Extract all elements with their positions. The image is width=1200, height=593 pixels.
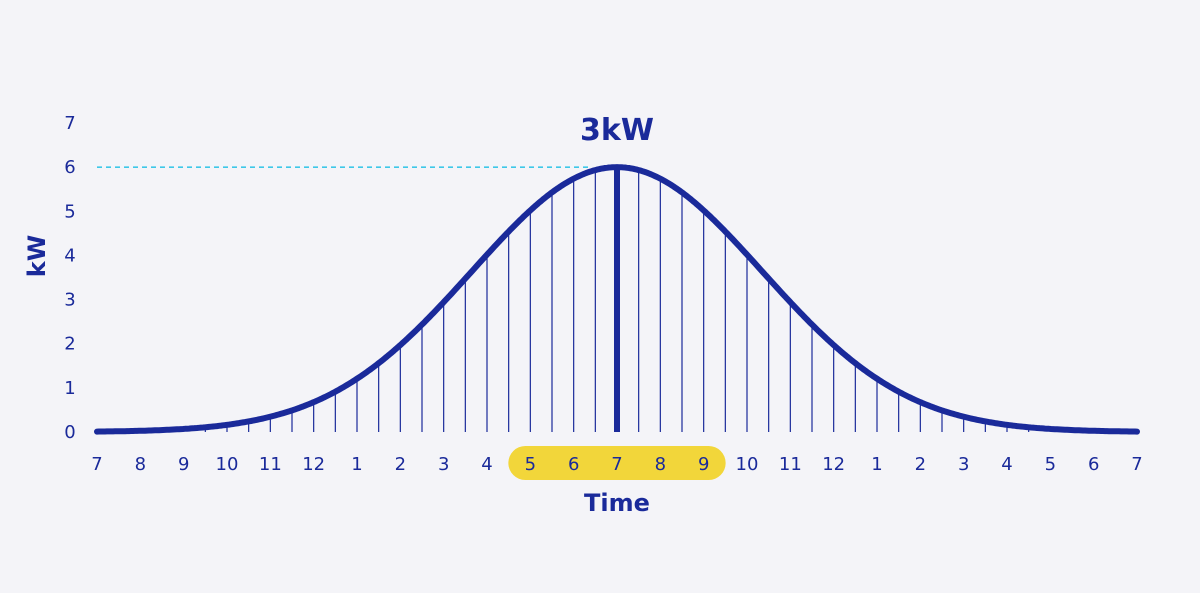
x-tick-label: 7 bbox=[91, 454, 102, 475]
y-tick-label: 6 bbox=[64, 157, 75, 178]
y-tick-label: 4 bbox=[64, 245, 75, 266]
x-axis-ticks: 7 8 9 10 11 12 1 2 3 4 5 6 7 8 9 10 11 12 1 2 3 4 5 6 7 bbox=[91, 454, 1142, 475]
highlighted-time-range bbox=[508, 446, 726, 480]
x-tick-label: 7 bbox=[1131, 454, 1142, 475]
y-tick-label: 3 bbox=[64, 290, 75, 311]
highlight-layer bbox=[508, 446, 726, 480]
y-axis-title: kW bbox=[23, 235, 51, 277]
x-tick-label: 10 bbox=[216, 454, 239, 475]
x-tick-label: 2 bbox=[915, 454, 926, 475]
x-tick-label: 3 bbox=[958, 454, 969, 475]
x-tick-label: 4 bbox=[481, 454, 492, 475]
x-tick-label: 8 bbox=[135, 454, 146, 475]
x-tick-label: 8 bbox=[655, 454, 666, 475]
x-tick-label: 12 bbox=[302, 454, 325, 475]
x-tick-label: 11 bbox=[779, 454, 802, 475]
x-tick-label: 9 bbox=[698, 454, 709, 475]
y-tick-label: 2 bbox=[64, 334, 75, 355]
y-tick-label: 0 bbox=[64, 422, 75, 443]
x-tick-label: 10 bbox=[736, 454, 759, 475]
bell-curve-line bbox=[94, 164, 1140, 435]
x-tick-label: 12 bbox=[822, 454, 845, 475]
x-axis-title: Time bbox=[584, 489, 650, 517]
x-tick-label: 2 bbox=[395, 454, 406, 475]
y-tick-label: 1 bbox=[64, 378, 75, 399]
x-tick-label: 3 bbox=[438, 454, 449, 475]
x-tick-label: 5 bbox=[1045, 454, 1056, 475]
x-tick-label: 9 bbox=[178, 454, 189, 475]
x-tick-label: 11 bbox=[259, 454, 282, 475]
peak-label: 3kW bbox=[580, 113, 654, 148]
peak-guide-layer bbox=[97, 166, 620, 432]
area-hatch-lines bbox=[204, 170, 1030, 432]
y-tick-label: 5 bbox=[64, 201, 75, 222]
x-tick-label: 1 bbox=[351, 454, 362, 475]
y-axis-ticks: 0 1 2 3 4 5 6 7 bbox=[64, 113, 75, 443]
y-tick-label: 7 bbox=[64, 113, 75, 134]
x-tick-label: 1 bbox=[871, 454, 882, 475]
x-tick-label: 4 bbox=[1001, 454, 1012, 475]
x-tick-label: 6 bbox=[1088, 454, 1099, 475]
x-tick-label: 6 bbox=[568, 454, 579, 475]
x-tick-label: 7 bbox=[611, 454, 622, 475]
curve-layer bbox=[94, 164, 1140, 435]
x-tick-label: 5 bbox=[525, 454, 536, 475]
